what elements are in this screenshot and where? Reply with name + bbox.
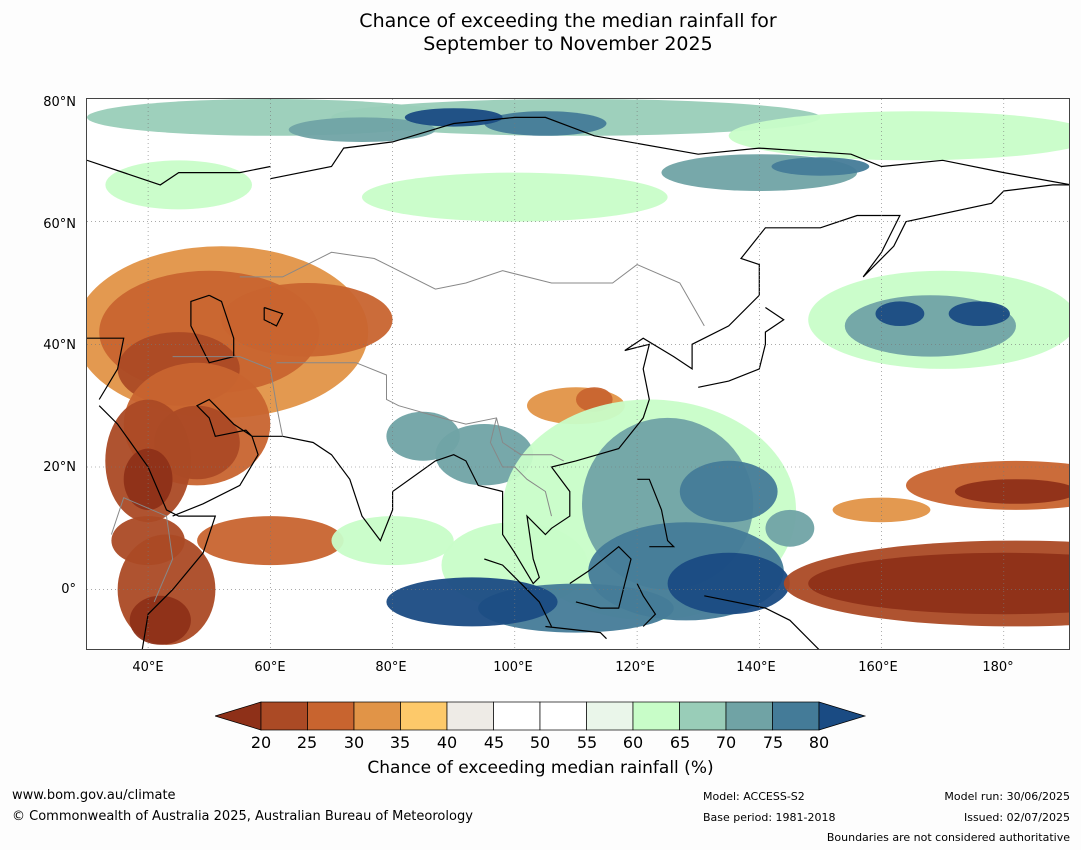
coastline [484,558,553,627]
rainfall-anomaly-region [948,301,1010,326]
lon-label-160e: 160°E [858,660,898,675]
coastline [636,583,657,627]
rainfall-anomaly-region [728,111,1069,161]
colorbar-extend-low [215,701,262,731]
boundaries-disclaimer: Boundaries are not considered authoritat… [826,831,1070,844]
lat-label-20n: 20°N [43,460,76,475]
colorbar-segment [772,701,820,731]
colorbar-segment [260,701,308,731]
coastline [270,116,1069,186]
rainfall-anomaly-region [808,552,1069,615]
rainfall-anomaly-region [771,157,870,176]
colorbar-title: Chance of exceeding median rainfall (%) [367,758,714,778]
coastline [698,307,785,388]
coastline [172,398,259,517]
chart-title: Chance of exceeding the median rainfall … [0,10,1081,56]
lat-label-60n: 60°N [43,217,76,232]
lon-label-100e: 100°E [493,660,533,675]
colorbar-tick: 70 [715,733,737,752]
colorbar-tick: 50 [529,733,551,752]
title-line-2: September to November 2025 [423,33,713,55]
website-link[interactable]: www.bom.gov.au/climate [12,788,176,803]
rainfall-anomaly-region [404,108,503,127]
coastline [190,294,235,364]
rainfall-anomaly-region [679,460,778,523]
lat-label-40n: 40°N [43,338,76,353]
lon-label-60e: 60°E [254,660,286,675]
rainfall-anomaly-region [197,516,344,566]
issued-date: Issued: 02/07/2025 [963,811,1070,824]
country-border [172,356,284,437]
colorbar-segment [353,701,401,731]
model-name: Model: ACCESS-S2 [703,790,805,803]
colorbar-segment [679,701,727,731]
rainfall-anomaly-region [832,497,931,523]
coastline [87,159,271,186]
colorbar-segment [400,701,448,731]
colorbar-tick: 20 [250,733,272,752]
coastline [569,545,632,609]
rainfall-anomaly-region [129,595,191,645]
colorbar-tick: 40 [436,733,458,752]
lat-label-80n: 80°N [43,95,76,110]
coastline [263,306,284,327]
country-border [239,251,705,327]
lon-label-140e: 140°E [736,660,776,675]
colorbar-tick: 30 [343,733,365,752]
colorbar-segment [307,701,355,731]
lon-label-80e: 80°E [375,660,407,675]
colorbar-tick: 55 [576,733,598,752]
coastline [545,625,607,640]
colorbar-tick: 45 [483,733,505,752]
rainfall-anomaly-region [221,283,393,357]
lat-label-0: 0° [61,582,76,597]
colorbar-tick: 35 [389,733,411,752]
lon-label-40e: 40°E [132,660,164,675]
lon-label-180: 180° [982,660,1014,675]
country-border [355,362,564,462]
colorbar [215,701,867,731]
lon-label-120e: 120°E [615,660,655,675]
rainfall-anomaly-region [435,424,534,486]
rainfall-anomaly-region [954,479,1069,504]
rainfall-anomaly-region [331,516,454,566]
rainfall-anomaly-region [105,160,252,210]
map-canvas [87,99,1069,649]
rainfall-anomaly-region [667,552,790,615]
copyright-text: © Commonwealth of Australia 2025, Austra… [12,809,473,824]
colorbar-tick: 65 [669,733,691,752]
rainfall-anomaly-region [386,577,558,627]
colorbar-segment [632,701,680,731]
coastline [87,337,125,400]
coastline [637,478,676,548]
colorbar-segment [586,701,634,731]
colorbar-tick: 25 [296,733,318,752]
rainfall-map [86,98,1070,650]
coastline [704,595,820,649]
colorbar-tick: 75 [762,733,784,752]
model-run: Model run: 30/06/2025 [944,790,1070,803]
title-line-1: Chance of exceeding the median rainfall … [359,10,777,32]
coastline [98,405,217,649]
rainfall-anomaly-region [288,117,436,142]
colorbar-tick: 60 [622,733,644,752]
rainfall-anomaly-region [362,172,668,222]
colorbar-segment [725,701,773,731]
coastline [252,184,1069,585]
colorbar-extend-high [818,701,867,731]
base-period: Base period: 1981-2018 [703,811,836,824]
colorbar-segment [493,701,541,731]
rainfall-anomaly-region [484,111,607,136]
rainfall-anomaly-region [765,509,815,547]
colorbar-segment [539,701,587,731]
colorbar-segment [446,701,494,731]
colorbar-tick: 80 [808,733,830,752]
country-border [110,497,174,603]
rainfall-anomaly-region [875,301,925,326]
rainfall-anomaly-region [386,411,460,461]
